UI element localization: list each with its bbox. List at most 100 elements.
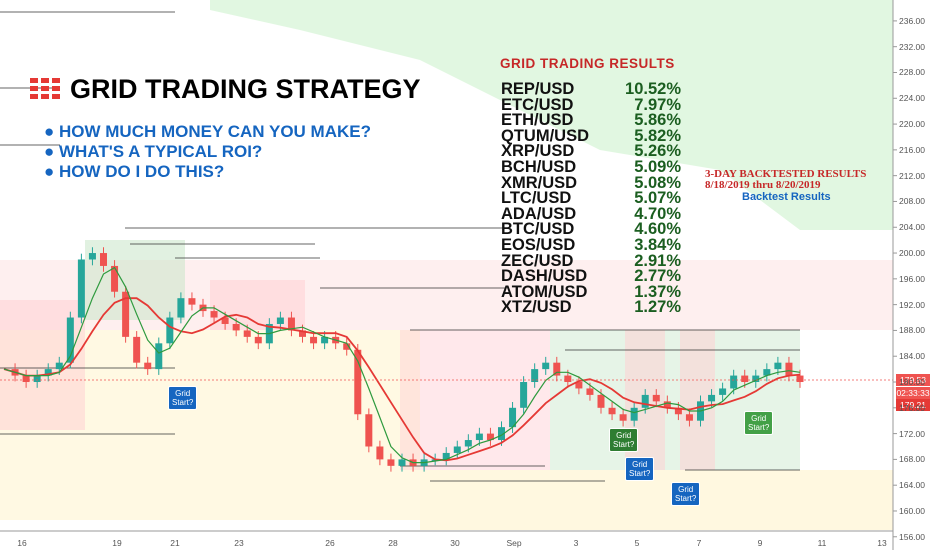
- y-tick-label: 176.00: [899, 402, 925, 413]
- y-tick-label: 208.00: [899, 196, 925, 207]
- result-return: 5.26%: [634, 142, 681, 161]
- result-pair: ADA/USD: [501, 204, 577, 223]
- results-header: GRID TRADING RESULTS: [500, 56, 675, 71]
- result-return: 5.82%: [634, 126, 681, 145]
- candle-body: [387, 459, 395, 466]
- candle-body: [398, 459, 406, 466]
- marker-label: Start?: [629, 469, 651, 478]
- candle-body: [509, 407, 517, 428]
- y-tick-label: 184.00: [899, 351, 925, 362]
- result-pair: ETC/USD: [501, 95, 574, 114]
- x-tick-label: 7: [696, 538, 702, 548]
- candle-body: [586, 388, 594, 395]
- candle-body: [77, 259, 85, 318]
- candle-body: [55, 362, 63, 370]
- candle-body: [100, 253, 107, 266]
- marker-label: Start?: [748, 423, 770, 432]
- candle-body: [144, 362, 152, 370]
- candle-body: [663, 401, 671, 408]
- candle-body: [442, 452, 450, 460]
- backtest-results-link[interactable]: Backtest Results: [742, 191, 831, 203]
- grid-start-marker-2[interactable]: Grid Start?: [609, 428, 639, 452]
- result-pair: LTC/USD: [501, 189, 572, 208]
- candle-body: [122, 291, 130, 337]
- y-tick-label: 204.00: [899, 222, 925, 233]
- candle-body: [376, 446, 384, 460]
- candle-body: [498, 427, 505, 441]
- y-tick-label: 228.00: [899, 67, 925, 78]
- candle-body: [652, 394, 660, 402]
- result-pair: XMR/USD: [501, 173, 578, 192]
- candle-body: [22, 375, 30, 383]
- result-pair: ETH/USD: [501, 111, 574, 130]
- question-2: ● WHAT'S A TYPICAL ROI?: [44, 142, 263, 161]
- result-return: 4.70%: [634, 204, 681, 223]
- result-pair: REP/USD: [501, 80, 575, 98]
- x-tick-label: 30: [450, 538, 460, 548]
- candle-body: [641, 394, 649, 408]
- candle-body: [88, 253, 96, 260]
- y-tick-label: 236.00: [899, 15, 925, 26]
- y-tick-label: 160.00: [899, 505, 925, 516]
- y-tick-label: 188.00: [899, 325, 925, 336]
- backtest-dates: 8/18/2019 thru 8/20/2019: [705, 179, 821, 191]
- candle-body: [785, 362, 793, 376]
- x-tick-label: Sep: [506, 538, 522, 548]
- grid-start-marker-1[interactable]: Grid Start?: [168, 386, 198, 410]
- y-tick-label: 168.00: [899, 454, 925, 465]
- result-return: 2.91%: [634, 251, 681, 270]
- candle-body: [254, 336, 262, 344]
- candle-body: [719, 388, 727, 395]
- candle-body: [210, 311, 218, 318]
- grid-start-marker-4[interactable]: Grid Start?: [671, 482, 701, 506]
- marker-label: Start?: [172, 398, 194, 407]
- secondary-price-label: 179.21: [896, 399, 930, 411]
- result-return: 3.84%: [634, 236, 681, 254]
- candle-body: [321, 336, 329, 344]
- result-pair: BTC/USD: [501, 220, 575, 239]
- zone-green-1: [85, 240, 185, 320]
- y-tick-label: 192.00: [899, 299, 925, 310]
- y-tick-label: 200.00: [899, 248, 925, 259]
- cloud-lower-band: [0, 330, 420, 520]
- result-pair: ATOM/USD: [501, 282, 588, 301]
- result-pair: ZEC/USD: [501, 251, 574, 270]
- countdown-label: 02:33:33: [896, 387, 930, 399]
- result-return: 2.77%: [634, 267, 681, 286]
- candle-body: [166, 317, 174, 344]
- x-tick-label: 21: [170, 538, 180, 548]
- candle-body: [188, 298, 196, 305]
- candle-body: [464, 440, 472, 447]
- marker-label: Grid: [175, 389, 191, 398]
- candle-body: [111, 265, 119, 292]
- candle-body: [575, 382, 583, 389]
- y-tick-label: 220.00: [899, 119, 925, 130]
- grid-start-marker-3[interactable]: Grid Start?: [625, 457, 655, 481]
- x-tick-label: 13: [877, 538, 887, 548]
- grid-start-marker-5[interactable]: Grid Start?: [744, 411, 774, 435]
- question-3: ● HOW DO I DO THIS?: [44, 162, 225, 181]
- candle-body: [354, 349, 362, 415]
- candle-body: [708, 394, 716, 402]
- x-tick-label: 19: [112, 538, 122, 548]
- x-tick-label: 23: [234, 538, 244, 548]
- candle-body: [44, 369, 52, 376]
- y-tick-label: 156.00: [899, 531, 925, 542]
- result-return: 4.60%: [634, 220, 681, 239]
- candle-body: [365, 414, 373, 447]
- y-tick-label: 164.00: [899, 480, 925, 491]
- baseline-line: [3, 297, 801, 462]
- candle-body: [741, 375, 749, 383]
- candle-body: [531, 369, 539, 383]
- backtest-title: 3-DAY BACKTESTED RESULTS: [705, 168, 867, 180]
- marker-label: Grid: [751, 414, 767, 423]
- result-return: 1.37%: [634, 282, 681, 301]
- candle-body: [774, 362, 782, 370]
- marker-label: Grid: [632, 460, 648, 469]
- result-pair: XRP/USD: [501, 142, 575, 161]
- x-tick-label: 3: [573, 538, 579, 548]
- result-return: 10.52%: [625, 80, 681, 98]
- candle-body: [133, 336, 141, 363]
- result-pair: QTUM/USD: [501, 126, 589, 145]
